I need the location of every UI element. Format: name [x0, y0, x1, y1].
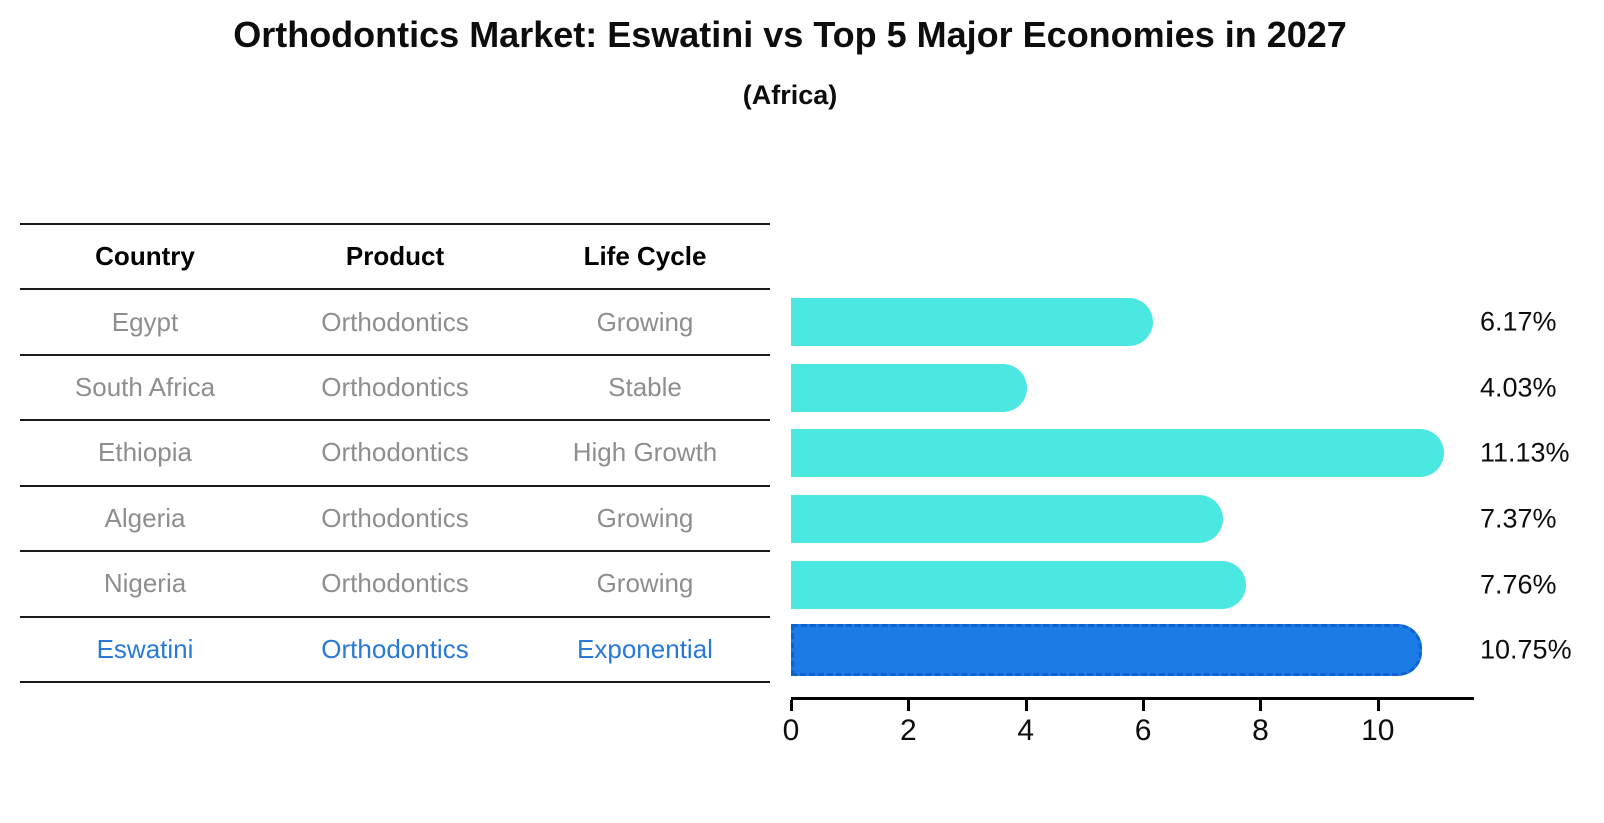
- life-cycle-cell: Growing: [596, 306, 694, 337]
- column-header-country: Country: [95, 241, 195, 272]
- value-label: 6.17%: [1480, 306, 1557, 337]
- tick-mark: [1024, 700, 1028, 711]
- value-label: 10.75%: [1480, 634, 1572, 665]
- country-cell: Algeria: [104, 502, 186, 533]
- value-label: 7.37%: [1480, 503, 1557, 534]
- table-row-south-africa: South Africa Orthodontics Stable: [20, 356, 770, 422]
- bar-row-nigeria: 7.76%: [791, 552, 1604, 618]
- life-cycle-cell: Exponential: [577, 633, 713, 664]
- tick-label: 2: [900, 714, 917, 747]
- bar-egypt: [791, 297, 1154, 346]
- life-cycle-cell: Stable: [608, 372, 682, 403]
- table-row-eswatini: Eswatini Orthodontics Exponential: [20, 618, 770, 683]
- country-table: Country Product Life Cycle Egypt Orthodo…: [20, 223, 770, 683]
- tick-mark: [1259, 700, 1263, 711]
- chart-subtitle: (Africa): [742, 80, 838, 110]
- tick-mark: [1142, 700, 1146, 711]
- bar-south-africa: [791, 363, 1028, 412]
- column-header-life-cycle: Life Cycle: [583, 241, 707, 272]
- bar-row-ethiopia: 11.13%: [791, 420, 1604, 486]
- bar-ethiopia: [791, 429, 1445, 478]
- value-label: 11.13%: [1480, 437, 1570, 468]
- country-cell: Ethiopia: [98, 437, 192, 468]
- value-label: 7.76%: [1480, 569, 1557, 600]
- tick-mark: [1376, 700, 1380, 711]
- table-row-nigeria: Nigeria Orthodontics Growing: [20, 552, 770, 618]
- x-axis: 0 2 4 6 8 10: [783, 697, 1474, 757]
- country-cell: Nigeria: [103, 568, 187, 599]
- table-row-egypt: Egypt Orthodontics Growing: [20, 290, 770, 356]
- bar-row-south-africa: 4.03%: [791, 355, 1604, 421]
- product-cell: Orthodontics: [321, 437, 469, 468]
- chart-title: Orthodontics Market: Eswatini vs Top 5 M…: [233, 14, 1347, 55]
- life-cycle-cell: Growing: [596, 568, 694, 599]
- product-cell: Orthodontics: [321, 502, 469, 533]
- bar-row-algeria: 7.37%: [791, 486, 1604, 552]
- country-cell: Egypt: [111, 306, 179, 337]
- tick-mark: [790, 700, 793, 711]
- table-row-ethiopia: Ethiopia Orthodontics High Growth: [20, 421, 770, 487]
- bar-algeria: [791, 494, 1224, 543]
- tick-label: 0: [782, 714, 800, 747]
- country-cell: South Africa: [74, 372, 216, 403]
- product-cell: Orthodontics: [321, 306, 469, 337]
- product-cell: Orthodontics: [321, 372, 469, 403]
- life-cycle-cell: High Growth: [572, 437, 718, 468]
- tick-label: 4: [1017, 714, 1035, 747]
- tick-label: 10: [1361, 714, 1395, 747]
- table-header-row: Country Product Life Cycle: [20, 225, 770, 291]
- value-label: 4.03%: [1480, 372, 1557, 403]
- bar-row-egypt: 6.17%: [791, 289, 1604, 355]
- product-cell: Orthodontics: [321, 568, 469, 599]
- horizontal-bar-chart: 6.17% 4.03% 11.13% 7.37% 7.76% 10.75%: [791, 289, 1604, 683]
- tick-label: 6: [1134, 714, 1152, 747]
- country-cell: Eswatini: [96, 633, 194, 664]
- table-row-algeria: Algeria Orthodontics Growing: [20, 487, 770, 553]
- column-header-product: Product: [345, 241, 445, 272]
- bar-nigeria: [791, 560, 1247, 609]
- bar-eswatini: [791, 624, 1422, 677]
- bar-row-eswatini: 10.75%: [791, 617, 1604, 683]
- life-cycle-cell: Growing: [596, 502, 694, 533]
- tick-label: 8: [1252, 714, 1269, 747]
- product-cell: Orthodontics: [321, 633, 469, 664]
- tick-mark: [907, 700, 911, 711]
